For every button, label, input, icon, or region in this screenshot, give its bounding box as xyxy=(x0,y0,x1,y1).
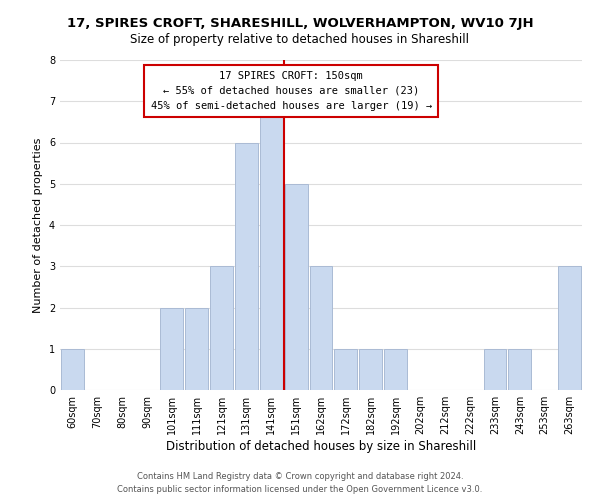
Bar xyxy=(310,266,332,390)
Text: 17, SPIRES CROFT, SHARESHILL, WOLVERHAMPTON, WV10 7JH: 17, SPIRES CROFT, SHARESHILL, WOLVERHAMP… xyxy=(67,18,533,30)
Bar xyxy=(334,349,357,390)
Text: Contains HM Land Registry data © Crown copyright and database right 2024.
Contai: Contains HM Land Registry data © Crown c… xyxy=(118,472,482,494)
Bar xyxy=(160,308,183,390)
Text: 17 SPIRES CROFT: 150sqm
← 55% of detached houses are smaller (23)
45% of semi-de: 17 SPIRES CROFT: 150sqm ← 55% of detache… xyxy=(151,71,432,110)
Bar xyxy=(484,349,506,390)
Bar xyxy=(384,349,407,390)
Bar xyxy=(260,101,283,390)
X-axis label: Distribution of detached houses by size in Shareshill: Distribution of detached houses by size … xyxy=(166,440,476,453)
Text: Size of property relative to detached houses in Shareshill: Size of property relative to detached ho… xyxy=(131,32,470,46)
Bar xyxy=(235,142,258,390)
Bar xyxy=(61,349,84,390)
Bar xyxy=(285,184,308,390)
Y-axis label: Number of detached properties: Number of detached properties xyxy=(34,138,43,312)
Bar xyxy=(508,349,531,390)
Bar xyxy=(210,266,233,390)
Bar xyxy=(185,308,208,390)
Bar xyxy=(558,266,581,390)
Bar xyxy=(359,349,382,390)
